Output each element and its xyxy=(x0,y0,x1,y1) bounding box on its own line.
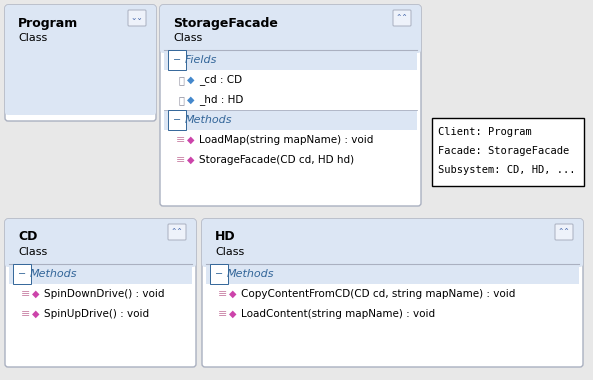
Bar xyxy=(206,256,579,264)
Bar xyxy=(164,110,417,130)
Text: ⚿: ⚿ xyxy=(178,75,184,85)
Text: Client: Program: Client: Program xyxy=(438,127,532,136)
FancyBboxPatch shape xyxy=(555,224,573,240)
Text: Class: Class xyxy=(18,33,47,43)
FancyBboxPatch shape xyxy=(393,10,411,26)
Text: ◆: ◆ xyxy=(187,95,195,105)
Text: −: − xyxy=(215,269,223,279)
Text: ⚿: ⚿ xyxy=(178,95,184,105)
Text: StorageFacade: StorageFacade xyxy=(173,16,278,30)
Text: −: − xyxy=(18,269,26,279)
Text: ≡: ≡ xyxy=(21,289,31,299)
Text: ≡: ≡ xyxy=(218,309,228,319)
Text: ≡: ≡ xyxy=(21,309,31,319)
FancyBboxPatch shape xyxy=(5,5,156,115)
Text: ≡: ≡ xyxy=(176,155,186,165)
Text: LoadMap(string mapName) : void: LoadMap(string mapName) : void xyxy=(199,135,374,145)
Text: Methods: Methods xyxy=(227,269,275,279)
Bar xyxy=(9,256,192,264)
FancyBboxPatch shape xyxy=(202,219,583,267)
Text: ◆: ◆ xyxy=(229,289,237,299)
Text: ≡: ≡ xyxy=(176,135,186,145)
Text: CopyContentFromCD(CD cd, string mapName) : void: CopyContentFromCD(CD cd, string mapName)… xyxy=(241,289,515,299)
Text: ⌃⌃: ⌃⌃ xyxy=(171,228,183,236)
Text: −: − xyxy=(173,55,181,65)
Text: _hd : HD: _hd : HD xyxy=(199,95,243,106)
Text: Class: Class xyxy=(215,247,244,257)
FancyBboxPatch shape xyxy=(168,224,186,240)
Text: ≡: ≡ xyxy=(218,289,228,299)
Text: Methods: Methods xyxy=(30,269,78,279)
Text: ◆: ◆ xyxy=(32,309,40,319)
Text: ⌄⌄: ⌄⌄ xyxy=(130,14,144,22)
Text: HD: HD xyxy=(215,231,235,244)
Text: SpinDownDrive() : void: SpinDownDrive() : void xyxy=(44,289,164,299)
Text: −: − xyxy=(173,115,181,125)
Text: ◆: ◆ xyxy=(187,135,195,145)
Text: ⌃⌃: ⌃⌃ xyxy=(557,228,570,236)
Text: ◆: ◆ xyxy=(229,309,237,319)
Text: _cd : CD: _cd : CD xyxy=(199,74,242,86)
Text: LoadContent(string mapName) : void: LoadContent(string mapName) : void xyxy=(241,309,435,319)
Bar xyxy=(9,104,152,112)
Text: SpinUpDrive() : void: SpinUpDrive() : void xyxy=(44,309,149,319)
FancyBboxPatch shape xyxy=(5,5,156,121)
Bar xyxy=(164,42,417,50)
Bar xyxy=(432,118,584,186)
Text: CD: CD xyxy=(18,231,37,244)
Text: ◆: ◆ xyxy=(187,155,195,165)
Bar xyxy=(206,264,579,284)
Text: Fields: Fields xyxy=(185,55,218,65)
FancyBboxPatch shape xyxy=(202,219,583,367)
Text: Subsystem: CD, HD, ...: Subsystem: CD, HD, ... xyxy=(438,165,575,176)
FancyBboxPatch shape xyxy=(5,219,196,367)
Text: Facade: StorageFacade: Facade: StorageFacade xyxy=(438,146,569,156)
Text: ◆: ◆ xyxy=(187,75,195,85)
FancyBboxPatch shape xyxy=(128,10,146,26)
FancyBboxPatch shape xyxy=(160,5,421,53)
Bar xyxy=(164,50,417,70)
Text: Class: Class xyxy=(18,247,47,257)
FancyBboxPatch shape xyxy=(5,219,196,267)
Text: StorageFacade(CD cd, HD hd): StorageFacade(CD cd, HD hd) xyxy=(199,155,354,165)
FancyBboxPatch shape xyxy=(160,5,421,206)
Text: ⌃⌃: ⌃⌃ xyxy=(396,14,409,22)
Text: ◆: ◆ xyxy=(32,289,40,299)
Text: Program: Program xyxy=(18,16,78,30)
Text: Class: Class xyxy=(173,33,202,43)
Text: Methods: Methods xyxy=(185,115,232,125)
Bar xyxy=(9,264,192,284)
